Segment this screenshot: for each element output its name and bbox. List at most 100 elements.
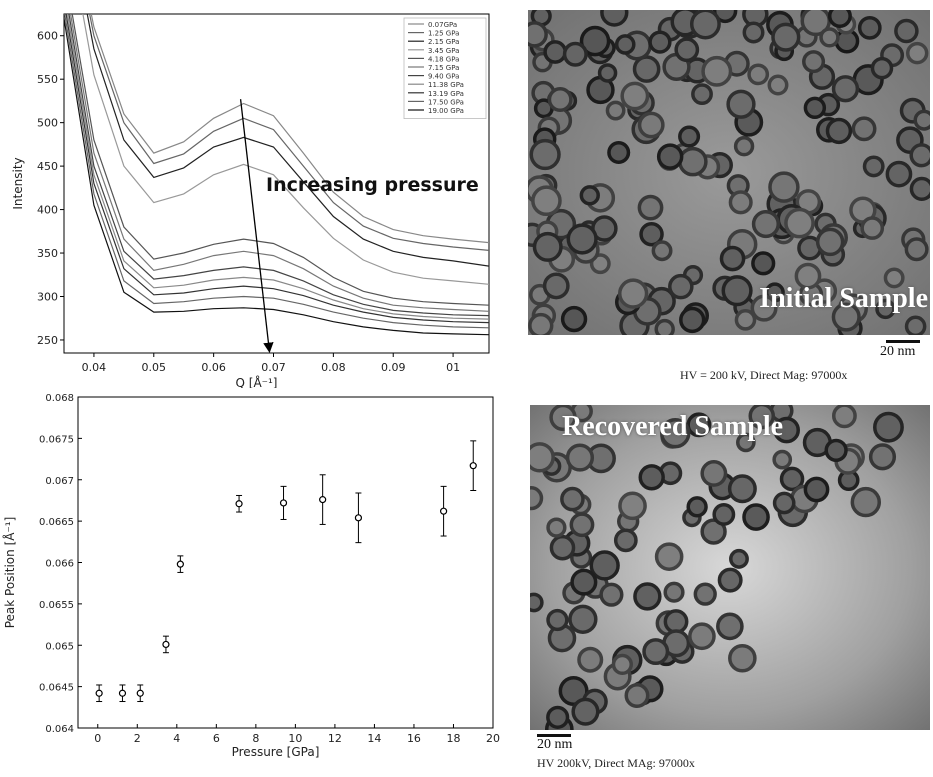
nanoparticle bbox=[637, 111, 665, 139]
initial-sample-micrograph: Initial Sample bbox=[528, 10, 930, 335]
nanoparticle bbox=[721, 275, 753, 307]
nanoparticle bbox=[850, 486, 881, 518]
nanoparticle bbox=[642, 638, 670, 666]
nanoparticle bbox=[656, 143, 684, 170]
series-line bbox=[64, 14, 489, 329]
nanoparticle bbox=[674, 37, 700, 63]
y-tick-label: 0.067 bbox=[45, 476, 74, 487]
nanoparticle bbox=[632, 55, 661, 83]
marker bbox=[354, 514, 363, 522]
y-tick-label: 0.0655 bbox=[39, 600, 74, 611]
x-tick-label: 18 bbox=[446, 732, 460, 745]
nanoparticle bbox=[620, 81, 650, 111]
nanoparticle bbox=[716, 612, 744, 641]
nanoparticle bbox=[728, 190, 753, 215]
series-line bbox=[64, 18, 489, 336]
data-point bbox=[176, 555, 184, 573]
series-line bbox=[69, 14, 489, 312]
nanoparticle bbox=[529, 138, 561, 171]
marker bbox=[319, 496, 327, 504]
marker bbox=[235, 500, 243, 508]
plot-frame bbox=[63, 13, 490, 354]
saxs-intensity-chart: 250 300 350 400 450 500 550 600 0.04 0.05 0.06 0.07… bbox=[11, 13, 490, 388]
nanoparticle bbox=[568, 604, 598, 634]
nanoparticle bbox=[605, 100, 626, 121]
nanoparticle bbox=[530, 442, 555, 473]
nanoparticle bbox=[794, 262, 822, 290]
increasing-pressure-annotation: Increasing pressure bbox=[266, 174, 479, 196]
nanoparticle bbox=[727, 474, 757, 504]
legend-label: 3.45 GPa bbox=[428, 47, 459, 55]
nanoparticle bbox=[802, 50, 826, 74]
nanoparticle bbox=[560, 305, 588, 333]
nanoparticle bbox=[651, 240, 673, 262]
recovered-sample-label: Recovered Sample bbox=[562, 411, 784, 442]
x-tick-label: 01 bbox=[446, 361, 460, 374]
nanoparticle bbox=[528, 21, 548, 48]
nanoparticle bbox=[748, 405, 776, 430]
nanoparticle bbox=[904, 237, 929, 262]
nanoparticle bbox=[532, 231, 563, 262]
nanoparticle bbox=[883, 267, 905, 289]
nanoparticle bbox=[546, 517, 567, 538]
nanoparticle bbox=[624, 683, 650, 709]
legend-label: 17.50 GPa bbox=[428, 98, 464, 106]
nanoparticle bbox=[614, 34, 636, 55]
nanoparticle bbox=[663, 581, 685, 603]
nanoparticle bbox=[750, 294, 778, 322]
x-tick-label: 14 bbox=[367, 732, 381, 745]
legend-label: 1.25 GPa bbox=[428, 30, 459, 38]
y-tick-label: 450 bbox=[37, 160, 58, 173]
marker bbox=[469, 462, 477, 470]
y-axis-label: Intensity bbox=[11, 157, 25, 209]
series-line bbox=[71, 14, 489, 306]
series-line bbox=[66, 14, 489, 320]
nanoparticle bbox=[611, 653, 633, 676]
nanoparticle bbox=[779, 466, 805, 492]
nanoparticle bbox=[894, 18, 919, 44]
nanoparticle bbox=[767, 74, 789, 96]
marker bbox=[95, 689, 103, 697]
y-tick-label: 300 bbox=[37, 291, 58, 304]
pressure-arrow bbox=[239, 99, 274, 353]
nanoparticle bbox=[597, 63, 618, 83]
nanoparticle bbox=[691, 83, 713, 106]
nanoparticle bbox=[607, 141, 631, 164]
y-tick-label: 400 bbox=[37, 204, 58, 217]
y-tick-label: 0.068 bbox=[45, 393, 74, 404]
nanoparticle bbox=[654, 542, 684, 571]
nanoparticle bbox=[824, 438, 848, 463]
x-tick-label: 6 bbox=[213, 732, 220, 745]
marker bbox=[279, 499, 288, 507]
nanoparticle bbox=[742, 503, 770, 531]
marker bbox=[162, 640, 170, 649]
nanoparticle bbox=[734, 309, 757, 331]
nanoparticle bbox=[679, 306, 706, 334]
initial-scale-label: 20 nm bbox=[880, 344, 916, 359]
recovered-caption: HV 200kV, Direct MAg: 97000x bbox=[537, 756, 695, 770]
nanoparticle bbox=[686, 412, 712, 438]
nanoparticle bbox=[831, 75, 860, 103]
nanoparticle bbox=[530, 486, 544, 511]
y-tick-label: 550 bbox=[37, 73, 58, 86]
x-axis-label: Q [Å⁻¹] bbox=[236, 375, 278, 388]
nanoparticle bbox=[546, 608, 569, 632]
legend-label: 9.40 GPa bbox=[428, 73, 459, 81]
series-line bbox=[86, 14, 489, 267]
nanoparticle bbox=[712, 503, 736, 526]
y-tick-label: 250 bbox=[37, 334, 58, 347]
legend-label: 13.19 GPa bbox=[428, 90, 464, 98]
data-point bbox=[95, 684, 103, 703]
nanoparticle bbox=[772, 449, 793, 470]
nanoparticle bbox=[686, 496, 708, 518]
nanoparticle bbox=[909, 143, 930, 168]
nanoparticle bbox=[771, 22, 801, 52]
nanoparticle bbox=[827, 10, 852, 29]
nanoparticle bbox=[747, 63, 770, 86]
recovered-sample-micrograph: Recovered Sample bbox=[530, 405, 930, 730]
nanoparticle bbox=[579, 25, 611, 57]
x-tick-label: 0 bbox=[94, 732, 101, 745]
nanoparticle bbox=[712, 10, 738, 24]
nanoparticle bbox=[531, 185, 562, 217]
nanoparticle bbox=[543, 40, 568, 64]
